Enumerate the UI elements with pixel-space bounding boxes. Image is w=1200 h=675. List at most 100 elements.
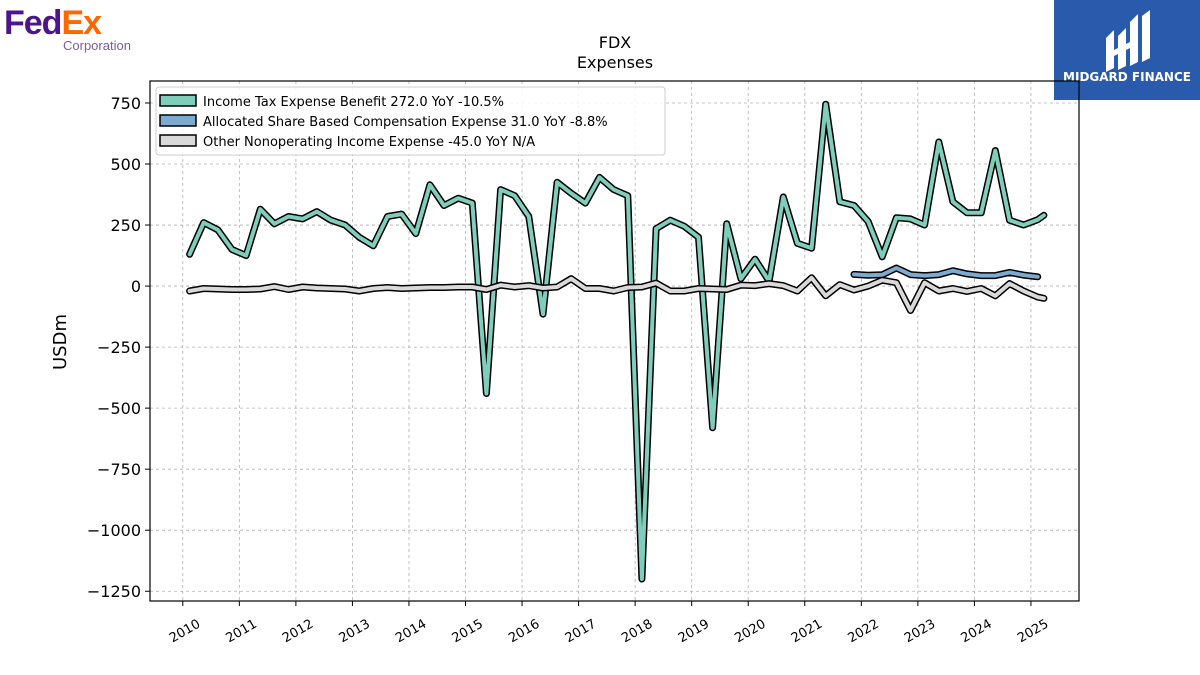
x-tick-label: 2024: [959, 617, 995, 647]
y-tick-label: −1000: [87, 521, 141, 540]
series-point-0: [330, 219, 332, 221]
series-point-2: [627, 286, 629, 289]
series-point-2: [429, 286, 431, 289]
series-point-0: [386, 215, 389, 218]
series-point-2: [231, 288, 233, 291]
series-point-0: [952, 201, 954, 203]
x-tick-label: 2022: [845, 617, 881, 647]
series-point-2: [754, 284, 756, 287]
x-tick-label: 2023: [902, 617, 938, 647]
midgard-finance-logo: MIDGARD FINANCE: [1054, 0, 1200, 100]
series-point-2: [1008, 282, 1011, 285]
series-point-2: [372, 287, 375, 290]
series-point-0: [895, 216, 898, 219]
series-point-0: [415, 232, 417, 235]
series-point-2: [952, 287, 954, 290]
series-point-0: [796, 242, 799, 245]
series-point-2: [598, 287, 601, 290]
legend-box: [155, 86, 666, 156]
series-point-0: [188, 253, 191, 256]
series-point-0: [471, 202, 474, 204]
y-tick-label: 500: [110, 155, 141, 174]
series-point-0: [697, 236, 700, 238]
logo-word-part1: Fed: [4, 4, 61, 42]
series-point-1: [1036, 276, 1039, 278]
series-point-0: [627, 194, 629, 197]
series-point-2: [188, 290, 191, 292]
series-point-0: [556, 181, 558, 184]
series-point-2: [697, 287, 700, 290]
series-point-2: [1022, 290, 1025, 292]
series-point-0: [1036, 218, 1039, 221]
y-tick-label: −500: [97, 399, 141, 418]
series-point-2: [669, 290, 671, 292]
series-point-1: [881, 274, 883, 276]
series-point-2: [443, 286, 445, 289]
series-point-2: [301, 286, 304, 288]
series-point-2: [528, 284, 530, 287]
axes: 750 500 250 0 −250 −500 −750 −1000 −1250 2010 2011…: [87, 94, 1051, 646]
fedex-corporation-logo: FedEx Corporation: [4, 4, 131, 53]
series-point-0: [782, 196, 785, 198]
chart-title: FDX: [599, 33, 632, 52]
midgard-emblem-icon: MIDGARD FINANCE: [1063, 10, 1191, 84]
series-point-0: [810, 247, 813, 249]
series-point-1: [966, 273, 968, 275]
series-point-0: [938, 141, 940, 143]
series-point-0: [966, 212, 968, 214]
series-point-0: [570, 192, 572, 195]
series-point-1: [1022, 274, 1025, 276]
series-point-2: [966, 290, 968, 293]
y-tick-label: −1250: [87, 582, 141, 601]
series-point-0: [994, 149, 997, 152]
series-point-1: [994, 274, 997, 277]
x-tick-label: 2014: [393, 617, 429, 647]
series-point-2: [740, 284, 742, 286]
series-point-0: [584, 202, 587, 204]
series-point-2: [1036, 296, 1039, 298]
series-point-0: [513, 194, 516, 197]
series-point-0: [881, 255, 883, 258]
series-point-0: [655, 227, 657, 230]
series-point-0: [217, 229, 219, 231]
series-point-2: [923, 281, 926, 284]
series-point-2: [415, 287, 417, 289]
series-point-0: [980, 212, 982, 214]
series-point-0: [429, 184, 431, 186]
series-point-2: [358, 290, 361, 292]
x-tick-label: 2019: [676, 617, 712, 647]
series-point-0: [457, 197, 460, 199]
series-point-2: [895, 281, 898, 284]
series-point-0: [598, 176, 601, 179]
series-point-2: [217, 288, 219, 290]
series-point-0: [1022, 224, 1025, 226]
publisher-name: MIDGARD FINANCE: [1063, 70, 1191, 84]
series-point-0: [245, 254, 247, 257]
series-point-1: [909, 273, 912, 276]
series-point-0: [641, 578, 643, 580]
series-point-0: [358, 236, 361, 238]
series-point-2: [485, 288, 488, 291]
series-point-2: [400, 287, 403, 290]
x-tick-label: 2011: [224, 617, 260, 647]
series-point-2: [796, 290, 799, 292]
x-tick-label: 2013: [337, 617, 373, 647]
y-tick-label: 750: [110, 94, 141, 113]
logo-subtitle: Corporation: [63, 38, 131, 53]
series-point-2: [994, 295, 997, 297]
legend-label-2: Other Nonoperating Income Expense -45.0 …: [203, 135, 535, 150]
series-point-0: [287, 215, 290, 218]
y-tick-label: 0: [131, 277, 141, 296]
x-tick-label: 2015: [450, 617, 486, 647]
series-point-0: [1043, 214, 1045, 217]
series-point-2: [344, 288, 346, 290]
series-point-2: [287, 288, 290, 291]
series-point-0: [316, 210, 318, 213]
series-point-0: [612, 188, 615, 191]
series-point-2: [839, 283, 841, 286]
series-point-2: [853, 289, 855, 291]
series-point-2: [938, 290, 940, 292]
series-point-2: [909, 309, 912, 312]
series-point-0: [443, 204, 445, 207]
